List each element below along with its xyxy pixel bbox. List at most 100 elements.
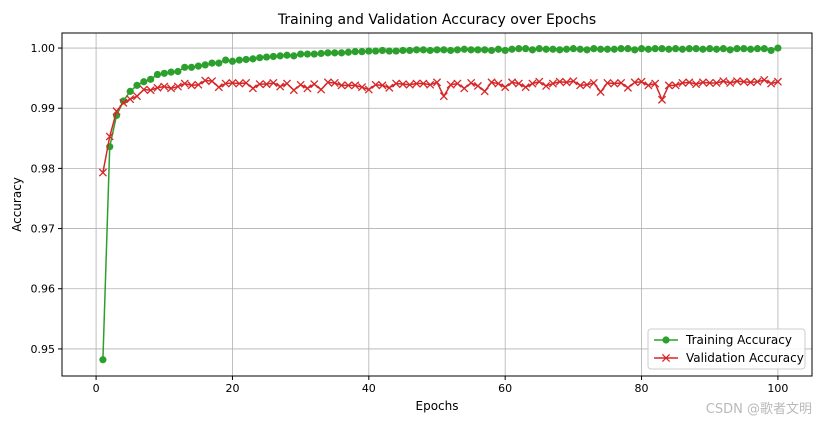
validation-point (746, 78, 755, 87)
validation-point (535, 77, 544, 86)
validation-series (98, 75, 782, 177)
legend-entry-label: Training Accuracy (685, 333, 792, 347)
training-point (528, 46, 537, 54)
y-axis-label: Accuracy (10, 177, 24, 232)
validation-line (102, 79, 779, 173)
training-point (297, 50, 305, 58)
training-point (487, 46, 496, 55)
validation-point (412, 79, 421, 88)
validation-point (146, 86, 155, 95)
validation-point (678, 78, 687, 88)
validation-point (126, 95, 135, 104)
validation-point (698, 78, 707, 87)
x-tick-label: 0 (93, 382, 100, 395)
validation-point (610, 79, 619, 88)
validation-point (494, 79, 503, 88)
training-point (590, 45, 598, 53)
training-point (262, 53, 271, 61)
training-point (603, 45, 612, 53)
training-point (774, 44, 782, 52)
validation-point (235, 79, 244, 88)
training-point (385, 47, 393, 55)
validation-point (201, 76, 210, 85)
validation-point (269, 78, 278, 88)
validation-point (344, 81, 353, 90)
training-point (583, 46, 591, 54)
validation-point (760, 75, 769, 84)
legend-entry-label: Validation Accuracy (686, 351, 804, 365)
validation-point (242, 78, 251, 88)
training-point (153, 70, 162, 79)
validation-point (705, 78, 714, 88)
plot-frame (61, 32, 813, 377)
y-tick-label: 1.00 (31, 42, 56, 55)
validation-point (692, 80, 701, 89)
y-tick-label: 0.96 (31, 283, 56, 296)
training-point (317, 49, 325, 58)
legend-swatch-marker (661, 353, 671, 363)
validation-point (317, 85, 326, 94)
training-point (235, 56, 243, 64)
training-point (576, 45, 584, 53)
validation-point (726, 78, 735, 88)
y-tick-label: 0.95 (31, 343, 56, 356)
validation-point (630, 78, 639, 87)
training-point (522, 45, 530, 53)
validation-point (153, 83, 162, 92)
validation-point (132, 92, 142, 101)
training-point (351, 48, 359, 56)
chart-title: Training and Validation Accuracy over Ep… (277, 12, 596, 28)
validation-point (467, 78, 476, 88)
validation-point (214, 83, 223, 92)
x-tick-label: 20 (225, 382, 239, 395)
validation-point (473, 81, 482, 91)
training-point (597, 45, 605, 53)
validation-point (548, 79, 557, 88)
validation-point (644, 81, 653, 90)
legend: Training Accuracy Validation Accuracy (647, 328, 806, 370)
training-point (617, 45, 625, 53)
validation-point (767, 79, 776, 88)
training-point (651, 45, 659, 53)
training-point (494, 45, 502, 53)
validation-point (392, 79, 401, 88)
series-layer (98, 44, 782, 364)
training-point (535, 45, 543, 53)
training-point (760, 45, 768, 53)
training-point (672, 45, 680, 53)
training-point (481, 46, 489, 54)
validation-point (228, 78, 237, 88)
validation-point (685, 78, 694, 87)
validation-point (276, 82, 285, 91)
validation-point (596, 87, 605, 97)
training-point (269, 52, 277, 61)
y-tick-label: 0.98 (31, 162, 56, 175)
training-point (467, 46, 475, 54)
validation-point (453, 79, 462, 88)
validation-point (173, 82, 182, 91)
validation-point (528, 79, 537, 88)
validation-point (617, 78, 626, 88)
training-point (726, 46, 734, 54)
training-point (419, 46, 427, 54)
training-point (187, 63, 196, 71)
validation-point (167, 84, 176, 93)
training-point (256, 54, 264, 62)
validation-point (351, 81, 360, 90)
validation-point (119, 98, 128, 107)
validation-point (282, 79, 292, 88)
validation-point (507, 78, 517, 87)
validation-point (221, 79, 230, 88)
training-point (433, 46, 441, 54)
training-point (549, 45, 557, 53)
training-point (358, 48, 366, 56)
training-point (194, 62, 202, 70)
validation-point (480, 87, 489, 96)
training-point (378, 46, 387, 55)
validation-point (460, 84, 469, 93)
validation-point (187, 81, 196, 90)
validation-point (357, 83, 367, 92)
y-tick-label: 0.99 (31, 102, 56, 115)
grid-lines (62, 33, 812, 376)
